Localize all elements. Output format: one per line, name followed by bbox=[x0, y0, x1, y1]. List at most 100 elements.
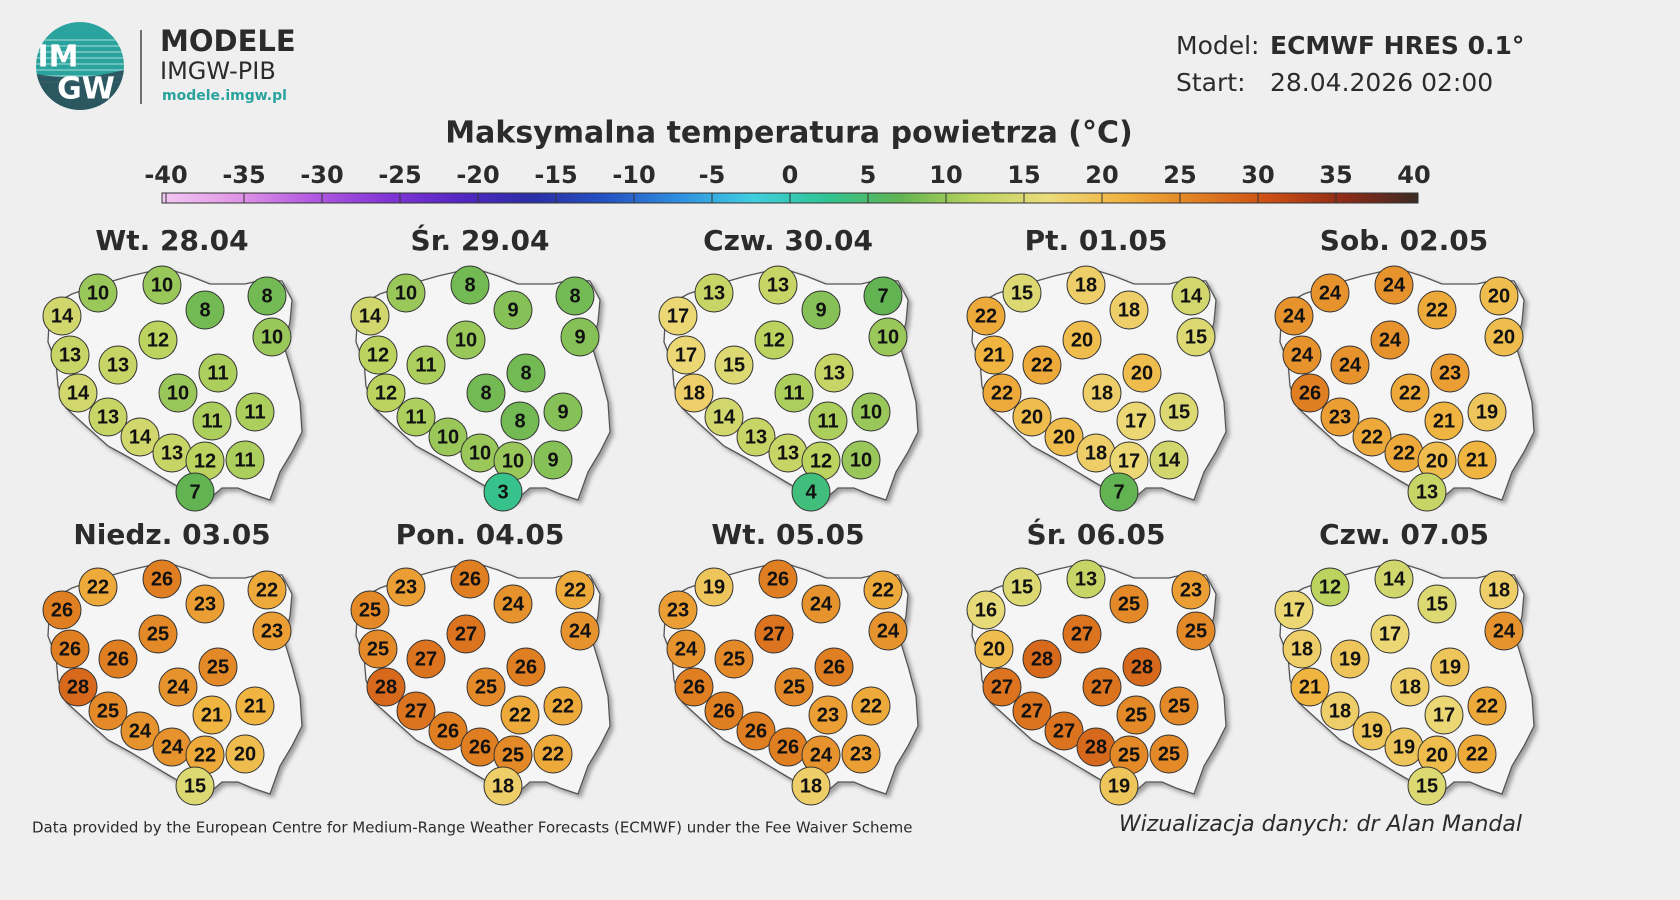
temperature-label: 12 bbox=[763, 329, 785, 351]
temperature-label: 24 bbox=[1283, 305, 1306, 327]
temperature-label: 22 bbox=[1466, 743, 1488, 765]
temperature-marker bbox=[560, 317, 600, 357]
temperature-label: 10 bbox=[469, 442, 491, 464]
temperature-label: 28 bbox=[1131, 656, 1153, 678]
temperature-marker bbox=[1044, 711, 1084, 751]
temperature-marker bbox=[814, 353, 854, 393]
temperature-marker bbox=[868, 317, 908, 357]
map: Pt. 01.05 22 15 18 18 14 15 21 22 20 20 22 18 20 17 15 2… bbox=[966, 224, 1216, 512]
temperature-label: 17 bbox=[675, 344, 697, 366]
temperature-label: 26 bbox=[437, 720, 459, 742]
temperature-marker bbox=[428, 711, 468, 751]
temperature-marker bbox=[386, 567, 426, 607]
temperature-label: 14 bbox=[359, 305, 382, 327]
temperature-marker bbox=[704, 397, 744, 437]
temperature-label: 8 bbox=[261, 285, 272, 307]
temperature-marker bbox=[1022, 345, 1062, 385]
colorbar-tick-label: 20 bbox=[1085, 161, 1118, 189]
temperature-label: 18 bbox=[1085, 442, 1107, 464]
temperature-marker bbox=[406, 345, 446, 385]
temperature-marker bbox=[396, 691, 436, 731]
temperature-label: 27 bbox=[1091, 676, 1113, 698]
temperature-label: 10 bbox=[261, 326, 283, 348]
temperature-label: 10 bbox=[167, 382, 189, 404]
temperature-marker bbox=[158, 373, 198, 413]
temperature-marker bbox=[1457, 734, 1497, 774]
temperature-marker bbox=[1109, 290, 1149, 330]
temperature-label: 10 bbox=[850, 449, 872, 471]
temperature-label: 14 bbox=[129, 426, 152, 448]
maps: Wt. 28.04 14 10 10 8 8 10 13 13 12 11 14 10 13 11 11 14 1… bbox=[42, 223, 1524, 806]
temperature-label: 16 bbox=[975, 599, 997, 621]
temperature-label: 26 bbox=[459, 568, 481, 590]
temperature-marker bbox=[138, 614, 178, 654]
temperature-marker bbox=[1457, 440, 1497, 480]
temperature-marker bbox=[863, 276, 903, 316]
temperature-label: 26 bbox=[515, 656, 537, 678]
colorbar-tick-label: -40 bbox=[144, 161, 187, 189]
temperature-marker bbox=[1012, 691, 1052, 731]
temperature-marker bbox=[1099, 766, 1139, 806]
temperature-label: 26 bbox=[469, 736, 491, 758]
temperature-label: 18 bbox=[683, 382, 705, 404]
temperature-marker bbox=[1407, 472, 1447, 512]
temperature-marker bbox=[814, 647, 854, 687]
temperature-label: 19 bbox=[1108, 775, 1130, 797]
temperature-label: 9 bbox=[507, 299, 518, 321]
temperature-label: 9 bbox=[574, 326, 585, 348]
temperature-label: 20 bbox=[1021, 406, 1043, 428]
colorbar-tick-label: -5 bbox=[699, 161, 726, 189]
temperature-marker bbox=[560, 611, 600, 651]
temperature-marker bbox=[366, 667, 406, 707]
temperature-label: 28 bbox=[1085, 736, 1107, 758]
temperature-marker bbox=[1171, 570, 1211, 610]
temperature-marker bbox=[350, 296, 390, 336]
temperature-marker bbox=[50, 629, 90, 669]
temperature-marker bbox=[1066, 265, 1106, 305]
temperature-marker bbox=[185, 290, 225, 330]
temperature-label: 19 bbox=[1339, 648, 1361, 670]
temperature-marker bbox=[500, 401, 540, 441]
colorbar-tick-label: -25 bbox=[378, 161, 421, 189]
temperature-label: 22 bbox=[87, 576, 109, 598]
temperature-label: 17 bbox=[1433, 704, 1455, 726]
temperature-marker bbox=[1282, 629, 1322, 669]
temperature-marker bbox=[493, 290, 533, 330]
temperature-marker bbox=[801, 290, 841, 330]
temperature-label: 7 bbox=[1113, 481, 1124, 503]
temperature-marker bbox=[666, 629, 706, 669]
temperature-label: 26 bbox=[683, 676, 705, 698]
temperature-marker bbox=[1176, 317, 1216, 357]
temperature-label: 24 bbox=[675, 638, 698, 660]
temperature-marker bbox=[974, 629, 1014, 669]
temperature-label: 15 bbox=[1426, 593, 1448, 615]
temperature-marker bbox=[120, 417, 160, 457]
temperature-marker bbox=[808, 695, 848, 735]
temperature-label: 19 bbox=[703, 576, 725, 598]
temperature-label: 3 bbox=[497, 481, 508, 503]
temperature-marker bbox=[791, 766, 831, 806]
temperature-label: 9 bbox=[557, 401, 568, 423]
temperature-label: 14 bbox=[67, 382, 90, 404]
temperature-marker bbox=[1320, 397, 1360, 437]
temperature-label: 22 bbox=[1476, 695, 1498, 717]
temperature-label: 15 bbox=[1185, 326, 1207, 348]
temperature-label: 12 bbox=[810, 450, 832, 472]
temperature-marker bbox=[1149, 734, 1189, 774]
temperature-marker bbox=[1122, 647, 1162, 687]
temperature-marker bbox=[1352, 711, 1392, 751]
temperature-label: 22 bbox=[991, 382, 1013, 404]
logo-text: GW bbox=[57, 72, 115, 107]
temperature-label: 8 bbox=[464, 274, 475, 296]
temperature-label: 22 bbox=[542, 743, 564, 765]
temperature-marker bbox=[235, 392, 275, 432]
temperature-marker bbox=[555, 570, 595, 610]
temperature-label: 13 bbox=[161, 442, 183, 464]
temperature-label: 14 bbox=[1383, 568, 1406, 590]
temperature-marker bbox=[1171, 276, 1211, 316]
temperature-marker bbox=[1374, 559, 1414, 599]
temperature-marker bbox=[483, 472, 523, 512]
temperature-label: 17 bbox=[1379, 623, 1401, 645]
temperature-label: 24 bbox=[167, 676, 190, 698]
temperature-label: 13 bbox=[703, 282, 725, 304]
